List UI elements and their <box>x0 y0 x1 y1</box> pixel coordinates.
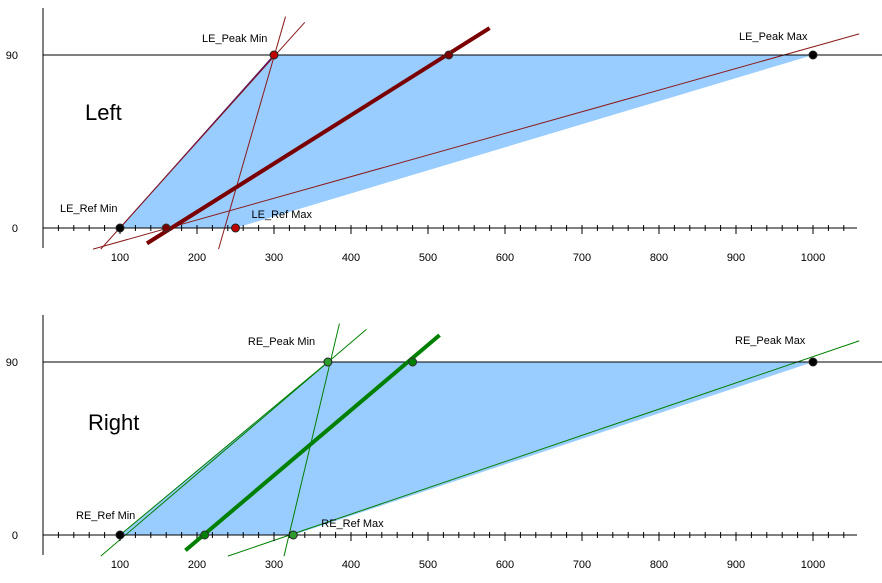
x-tick-label: 500 <box>419 252 437 264</box>
point-marker <box>269 50 279 60</box>
point-marker <box>808 357 818 367</box>
x-tick-label: 800 <box>650 559 668 571</box>
helper-line <box>100 328 367 557</box>
point-marker <box>323 357 333 367</box>
x-tick-label: 900 <box>727 252 745 264</box>
x-tick-label: 400 <box>342 252 360 264</box>
x-tick-label: 700 <box>573 252 591 264</box>
x-tick-label: 1000 <box>801 559 825 571</box>
chart-panel-right: 100 200 300 400 500 600 700 800 900 1000 0 90 RE_Ref… <box>6 315 882 571</box>
point-label: LE_Ref Min <box>60 203 117 215</box>
point-label: RE_Ref Max <box>321 518 384 530</box>
helper-line <box>227 340 860 557</box>
min-edge-line <box>119 361 329 536</box>
y-tick-label: 90 <box>6 357 18 369</box>
x-tick-label: 200 <box>188 252 206 264</box>
point-marker <box>115 530 125 540</box>
x-tick-label: 900 <box>727 559 745 571</box>
x-tick-label: 100 <box>111 559 129 571</box>
x-tick-label: 700 <box>573 559 591 571</box>
trend-marker <box>161 223 171 233</box>
panel-title: Left <box>85 100 122 125</box>
point-marker <box>231 223 240 233</box>
point-label: RE_Peak Min <box>248 336 315 348</box>
trend-line <box>145 26 491 246</box>
point-label: RE_Ref Min <box>76 510 135 522</box>
y-tick-label: 0 <box>12 223 18 235</box>
helper-line <box>100 21 306 250</box>
trend-marker <box>444 50 454 60</box>
range-area <box>120 362 813 535</box>
x-tick-label: 400 <box>342 559 360 571</box>
helper-line <box>92 33 860 250</box>
trend-marker <box>408 357 418 367</box>
y-tick-label: 0 <box>12 530 18 542</box>
x-tick-label: 200 <box>188 559 206 571</box>
x-tick-label: 300 <box>265 559 283 571</box>
x-tick-label: 600 <box>496 252 514 264</box>
point-marker <box>288 530 298 540</box>
point-label: LE_Ref Max <box>252 209 313 221</box>
trend-marker <box>200 530 210 540</box>
x-tick-label: 600 <box>496 559 514 571</box>
point-label: RE_Peak Max <box>735 335 806 347</box>
point-marker <box>808 50 818 60</box>
point-marker <box>115 223 125 233</box>
x-tick-label: 100 <box>111 252 129 264</box>
chart-panel-left: 100 200 300 400 500 600 700 800 900 1000 0 90 LE_Ref… <box>6 8 882 264</box>
x-tick-label: 500 <box>419 559 437 571</box>
x-tick-label: 800 <box>650 252 668 264</box>
point-label: LE_Peak Min <box>202 33 267 45</box>
trend-line <box>184 333 441 552</box>
x-tick-label: 300 <box>265 252 283 264</box>
x-tick-label: 1000 <box>801 252 825 264</box>
y-tick-label: 90 <box>6 50 18 62</box>
panel-title: Right <box>88 410 139 435</box>
point-label: LE_Peak Max <box>739 31 808 43</box>
range-area <box>120 55 813 228</box>
